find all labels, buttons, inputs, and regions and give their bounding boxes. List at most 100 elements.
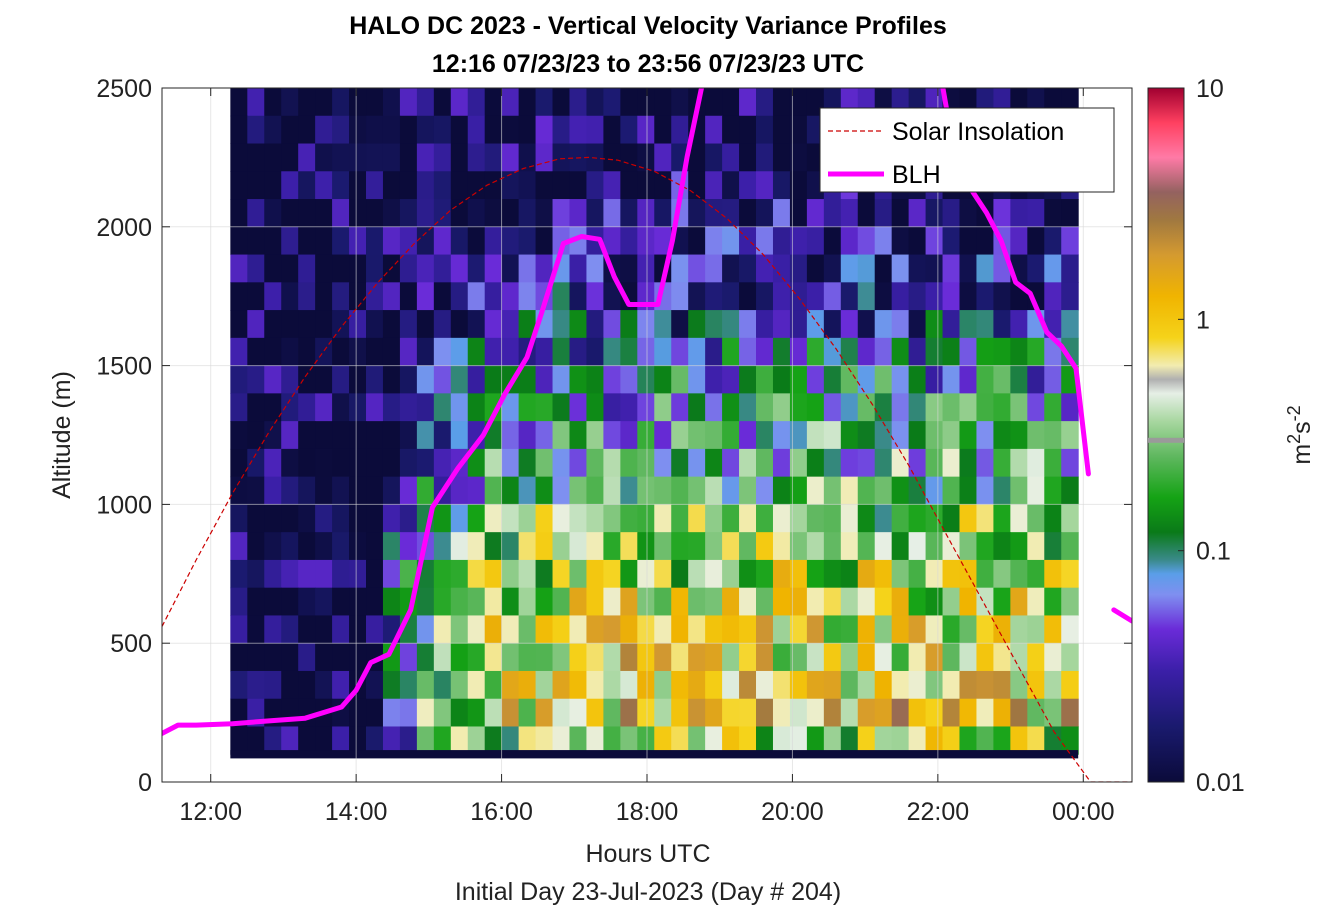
- heatmap-cell: [349, 199, 367, 228]
- heatmap-cell: [993, 199, 1011, 228]
- heatmap-cell: [1044, 670, 1062, 700]
- heatmap-cell: [230, 171, 248, 200]
- heatmap-cell: [671, 504, 689, 533]
- heatmap-cell: [891, 421, 910, 450]
- heatmap-cell: [925, 615, 944, 644]
- heatmap-cell: [1044, 532, 1062, 561]
- heatmap-cell: [433, 337, 452, 367]
- heatmap-cell: [586, 670, 604, 700]
- heatmap-cell: [1027, 670, 1045, 700]
- x-tick-label: 18:00: [616, 798, 679, 826]
- heatmap-cell: [722, 115, 740, 145]
- heatmap-cell: [501, 199, 520, 228]
- heatmap-cell: [281, 587, 299, 616]
- heatmap-cell: [484, 310, 503, 339]
- heatmap-cell: [298, 421, 316, 450]
- heatmap-cell: [382, 643, 401, 672]
- heatmap-cell: [722, 670, 740, 700]
- heatmap-cell: [756, 670, 774, 700]
- heatmap-cell: [756, 615, 774, 644]
- heatmap-cell: [756, 393, 774, 422]
- heatmap-cell: [366, 365, 384, 394]
- heatmap-cell: [891, 643, 910, 672]
- heatmap-cell: [722, 365, 740, 394]
- heatmap-cell: [484, 143, 503, 172]
- heatmap-cell: [976, 393, 994, 422]
- heatmap-cell: [705, 726, 723, 755]
- heatmap-cell: [281, 199, 299, 228]
- colorbar-label-exp2: -2: [1284, 405, 1304, 421]
- heatmap-cell: [722, 88, 740, 117]
- heatmap-cell: [315, 393, 333, 422]
- heatmap-cell: [264, 476, 282, 505]
- heatmap-cell: [535, 643, 554, 672]
- y-tick-label: 2000: [96, 214, 152, 242]
- heatmap-cell: [433, 698, 452, 727]
- heatmap-cell: [671, 587, 689, 616]
- heatmap-cell: [264, 670, 282, 700]
- heatmap-cell: [349, 587, 367, 616]
- heatmap-cell: [501, 365, 520, 394]
- heatmap-cell: [501, 532, 520, 561]
- heatmap-cell: [399, 726, 418, 755]
- heatmap-cell: [857, 226, 876, 256]
- x-tick-label: 12:00: [179, 798, 242, 826]
- heatmap-cell: [450, 587, 469, 616]
- heatmap-cell: [756, 532, 774, 561]
- heatmap-cell: [467, 199, 486, 228]
- heatmap-cell: [433, 88, 452, 117]
- heatmap-cell: [332, 643, 350, 672]
- heatmap-cell: [857, 476, 876, 505]
- heatmap-cell: [332, 670, 350, 700]
- heatmap-cell: [484, 393, 503, 422]
- blh-line-3: [1111, 607, 1132, 624]
- heatmap-cell: [671, 615, 689, 644]
- heatmap-cell: [264, 282, 282, 311]
- heatmap-cell: [789, 88, 808, 117]
- heatmap-cell: [942, 587, 960, 616]
- heatmap-cell: [789, 670, 808, 700]
- heatmap-cell: [772, 226, 791, 256]
- heatmap-cell: [1061, 421, 1079, 450]
- heatmap-cell: [806, 643, 825, 672]
- heatmap-bottom-row: [230, 750, 1079, 759]
- heatmap-cell: [349, 726, 367, 755]
- heatmap-cell: [281, 726, 299, 755]
- heatmap-cell: [467, 254, 486, 283]
- heatmap-cell: [942, 615, 960, 644]
- heatmap-cell: [891, 199, 910, 228]
- heatmap-cell: [857, 532, 876, 561]
- heatmap-cell: [603, 310, 621, 339]
- heatmap-cell: [484, 532, 503, 561]
- heatmap-cell: [281, 421, 299, 450]
- heatmap-cell: [739, 143, 757, 172]
- heatmap-cell: [1061, 532, 1079, 561]
- heatmap-cell: [349, 282, 367, 311]
- heatmap-cell: [772, 726, 791, 755]
- colorbar-gradient: [1147, 87, 1185, 783]
- heatmap-cell: [722, 615, 740, 644]
- heatmap-cell: [976, 365, 994, 394]
- heatmap-cell: [654, 226, 672, 256]
- heatmap-cell: [603, 115, 621, 145]
- heatmap-cell: [857, 615, 876, 644]
- heatmap-cell: [756, 199, 774, 228]
- heatmap-cell: [382, 199, 401, 228]
- heatmap-cell: [552, 532, 570, 561]
- heatmap-cell: [722, 393, 740, 422]
- heatmap-cell: [739, 559, 757, 589]
- heatmap-cell: [891, 393, 910, 422]
- heatmap-cell: [1044, 393, 1062, 422]
- heatmap-cell: [789, 504, 808, 533]
- heatmap-cell: [942, 337, 960, 367]
- heatmap-cell: [315, 88, 333, 117]
- colorbar-label: m2s-2: [1284, 405, 1316, 464]
- x-tick-label: 16:00: [470, 798, 533, 826]
- heatmap-cell: [620, 337, 638, 367]
- heatmap-cell: [620, 532, 638, 561]
- heatmap-cell: [789, 226, 808, 256]
- heatmap-cell: [976, 476, 994, 505]
- heatmap-cell: [484, 282, 503, 311]
- heatmap-cell: [1061, 615, 1079, 644]
- heatmap-cell: [620, 226, 638, 256]
